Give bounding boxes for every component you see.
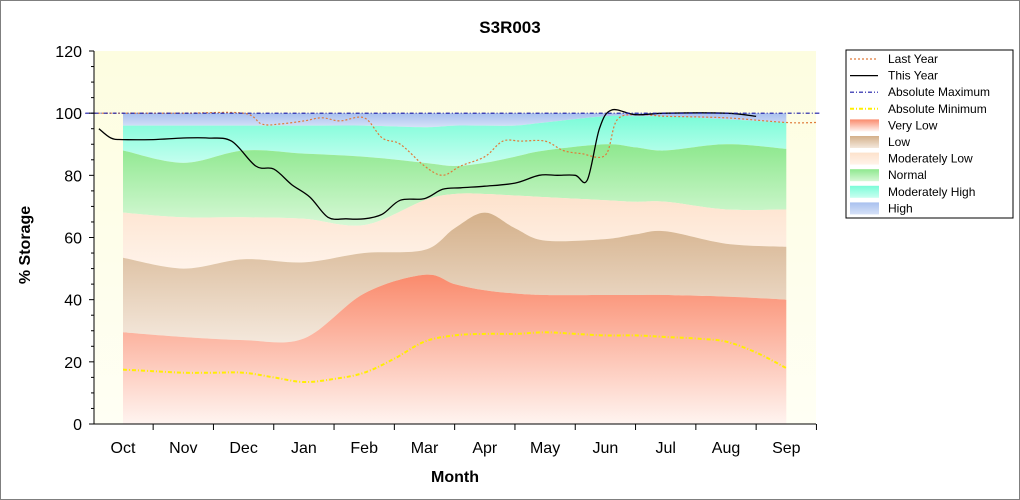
x-tick-label: Jul [655,440,675,457]
chart-title: S3R003 [479,18,540,37]
band-normal [123,144,787,226]
legend-label-absolute-minimum: Absolute Minimum [888,102,987,116]
y-axis-ticks: 0 20 40 60 80 100 120 [55,44,94,434]
x-tick-label: Dec [229,440,257,457]
y-tick-label: 100 [55,106,82,123]
x-tick-label: Sep [772,440,801,457]
x-tick-label: Oct [111,440,136,457]
y-tick-label: 20 [64,355,82,372]
legend-label-last-year: Last Year [888,52,938,66]
x-axis-ticks: Oct Nov Dec Jan Feb Mar Apr May Jun Jul Aug Sep [111,424,817,457]
y-tick-label: 40 [64,293,82,310]
y-tick-label: 120 [55,44,82,61]
legend-swatch-normal [850,169,879,182]
x-tick-label: Feb [350,440,378,457]
y-axis-title: % Storage [17,206,34,284]
legend-swatch-moderately-low [850,152,879,165]
legend-swatch-moderately-high [850,185,879,198]
x-tick-label: Aug [712,440,740,457]
legend-label-moderately-high: Moderately High [888,185,975,199]
legend-swatch-low [850,136,879,148]
legend-label-very-low: Very Low [888,118,938,132]
band-very-low [123,274,787,424]
legend-label-normal: Normal [888,168,927,182]
storage-bands [123,113,787,424]
x-tick-label: Nov [169,440,197,457]
series-absolute-minimum [122,331,787,384]
legend-label-high: High [888,201,913,215]
band-moderately-low [123,193,787,269]
legend-label-this-year: This Year [888,69,938,83]
legend-label-absolute-maximum: Absolute Maximum [888,85,990,99]
x-axis-title: Month [431,469,479,486]
series-this-year [98,108,757,220]
band-high [123,113,787,128]
x-tick-label: Jan [291,440,317,457]
x-tick-label: Jun [593,440,619,457]
data-series [85,108,821,384]
x-tick-label: May [530,440,560,457]
legend: Last Year This Year Absolute Maximum Absolu… [845,49,1014,219]
band-moderately-high [123,115,787,166]
x-tick-label: Mar [411,440,439,457]
legend-swatch-very-low [850,119,879,132]
series-last-year [94,111,817,176]
x-tick-label: Apr [472,440,498,457]
legend-label-moderately-low: Moderately Low [888,152,973,166]
legend-swatch-high [850,202,879,215]
band-low [123,212,787,343]
y-tick-label: 60 [64,231,82,248]
y-tick-label: 80 [64,168,82,185]
y-tick-label: 0 [73,417,82,434]
legend-label-low: Low [888,135,910,149]
